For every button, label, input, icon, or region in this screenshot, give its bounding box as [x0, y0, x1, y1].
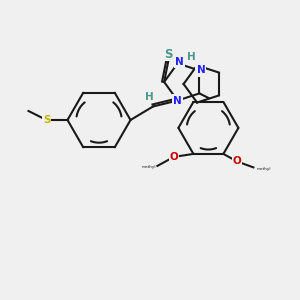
Text: methyl: methyl [141, 165, 156, 169]
Text: N: N [173, 95, 182, 106]
Text: O: O [232, 156, 241, 167]
Text: N: N [173, 95, 182, 106]
Text: methyl: methyl [257, 167, 271, 171]
Text: N: N [175, 57, 184, 67]
Text: S: S [164, 48, 173, 61]
Text: S: S [43, 115, 50, 125]
Text: N: N [196, 65, 205, 76]
Text: O: O [169, 152, 178, 162]
Text: H: H [145, 92, 154, 102]
Text: H: H [187, 52, 196, 62]
